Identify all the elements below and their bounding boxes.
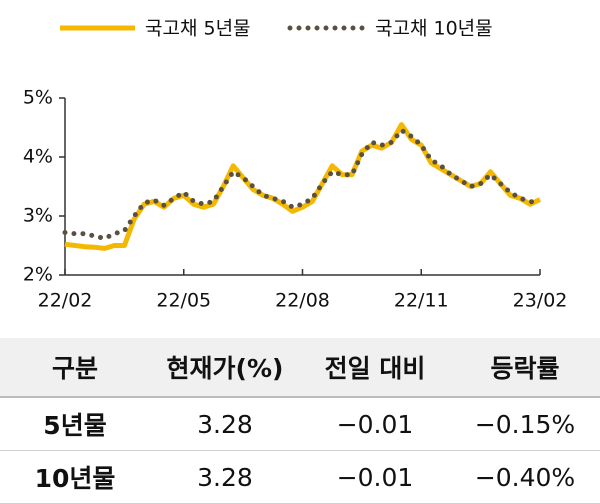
x-tick-label: 22/08 [275, 290, 330, 312]
header-cell: 전일 대비 [300, 338, 450, 398]
table-row: 5년물 3.28 −0.01 −0.15% [0, 397, 600, 451]
header-cell: 현재가(%) [150, 338, 300, 398]
row-label: 10년물 [0, 450, 150, 504]
y-tick-label: 5% [23, 87, 53, 109]
cell: −0.15% [450, 397, 600, 451]
cell: −0.01 [300, 397, 450, 451]
x-tick-label: 23/02 [513, 290, 568, 312]
x-tick-label: 22/02 [38, 290, 93, 312]
legend-label: 국고채 5년물 [145, 18, 251, 40]
x-tick-label: 22/05 [156, 290, 211, 312]
header-row: 구분 현재가(%) 전일 대비 등락률 [0, 338, 600, 398]
row-label: 5년물 [0, 397, 150, 451]
cell: −0.01 [300, 450, 450, 504]
header-cell: 구분 [0, 338, 150, 398]
y-tick-label: 3% [23, 205, 53, 227]
cell: 3.28 [150, 450, 300, 504]
quote-table: 구분 현재가(%) 전일 대비 등락률 5년물 3.28 −0.01 −0.15% 10년물 3.… [0, 338, 600, 504]
cell: −0.40% [450, 450, 600, 504]
table-row: 10년물 3.28 −0.01 −0.40% [0, 450, 600, 504]
y-tick-label: 2% [23, 264, 53, 286]
chart: 2% 3% 4% 5% 22/02 22/05 22/08 22/11 23/02 국고채 5년물… [23, 18, 568, 312]
series-line [64, 122, 542, 251]
header-cell: 등락률 [450, 338, 600, 398]
legend-label: 국고채 10년물 [375, 18, 493, 40]
cell: 3.28 [150, 397, 300, 451]
y-tick-label: 4% [23, 146, 53, 168]
x-tick-label: 22/11 [394, 290, 449, 312]
